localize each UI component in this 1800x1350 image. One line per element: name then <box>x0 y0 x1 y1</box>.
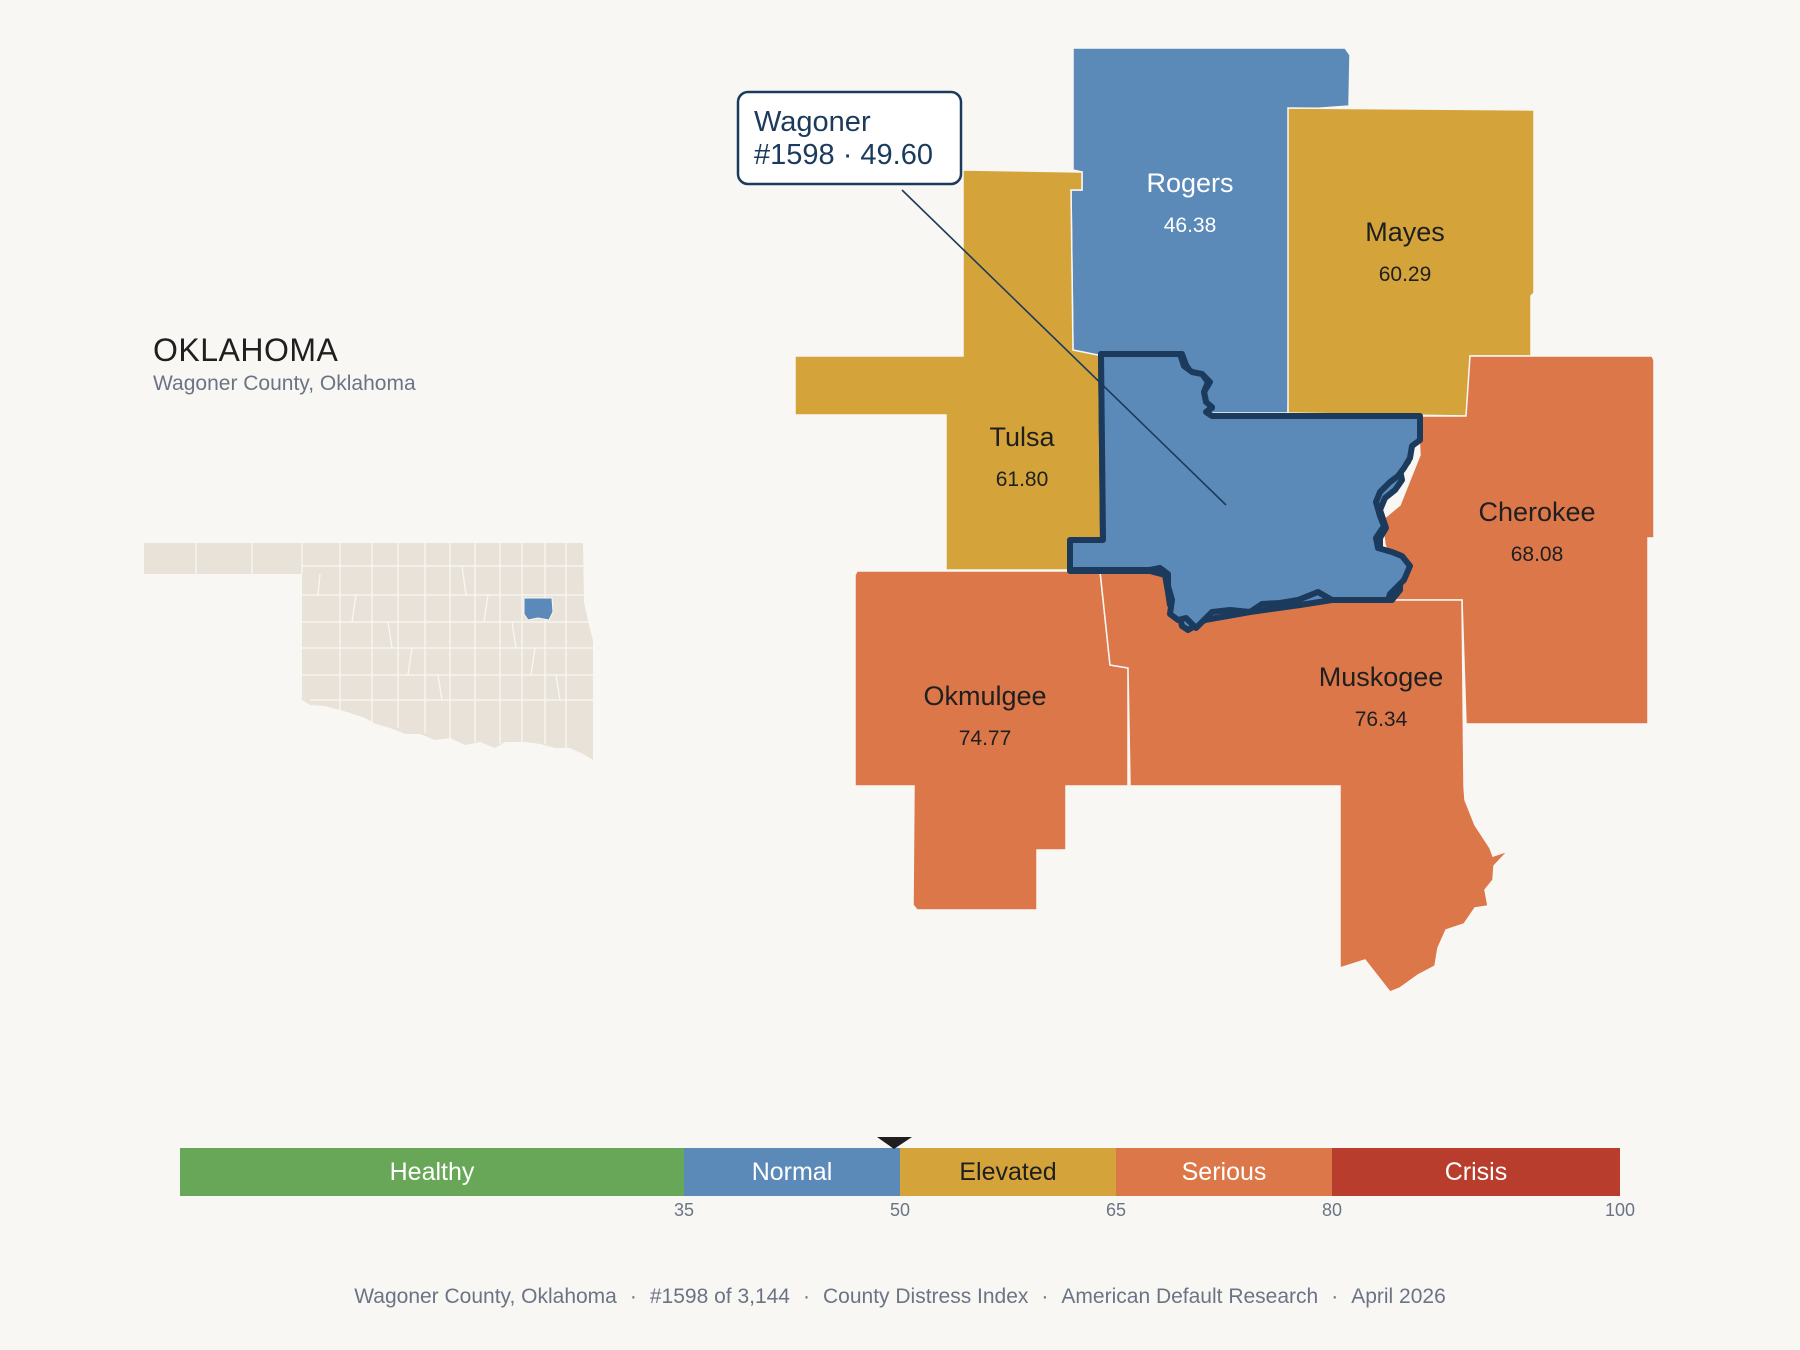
scale-label-normal: Normal <box>752 1158 833 1186</box>
state-title: OKLAHOMA <box>153 332 339 368</box>
wagoner-callout: Wagoner #1598 · 49.60 <box>736 90 963 186</box>
scale-band-crisis <box>1332 1148 1620 1196</box>
wagoner-outline <box>1067 351 1423 631</box>
distress-scale: Healthy Normal Elevated Serious Crisis 3… <box>180 1137 1635 1220</box>
callout-box <box>736 90 963 186</box>
label-okmulgee-value: 74.77 <box>959 727 1012 750</box>
scale-label-crisis: Crisis <box>1445 1158 1508 1186</box>
label-mayes-name: Mayes <box>1365 217 1445 247</box>
footer-rank: #1598 of 3,144 <box>649 1285 790 1308</box>
label-cherokee-value: 68.08 <box>1511 543 1564 566</box>
label-okmulgee-name: Okmulgee <box>923 681 1046 711</box>
county-muskogee[interactable] <box>1099 570 1509 993</box>
label-rogers-value: 46.38 <box>1164 214 1217 237</box>
inset-county-lines <box>195 543 593 748</box>
label-mayes-value: 60.29 <box>1379 263 1432 286</box>
scale-label-healthy: Healthy <box>390 1158 475 1186</box>
label-muskogee-name: Muskogee <box>1319 662 1444 692</box>
scale-band-serious <box>1116 1148 1332 1196</box>
label-rogers-name: Rogers <box>1146 168 1233 198</box>
scale-tick-65: 65 <box>1106 1200 1126 1220</box>
scale-band-normal <box>684 1148 900 1196</box>
scale-tick-35: 35 <box>674 1200 694 1220</box>
scale-label-elevated: Elevated <box>959 1158 1056 1186</box>
scale-marker-icon <box>877 1137 912 1149</box>
oklahoma-inset-map <box>144 543 593 760</box>
callout-rank-score: #1598 · 49.60 <box>754 139 933 171</box>
callout-county-name: Wagoner <box>754 106 871 138</box>
footer-county: Wagoner County, Oklahoma <box>354 1285 617 1308</box>
county-map <box>794 47 1655 993</box>
label-cherokee-name: Cherokee <box>1478 497 1595 527</box>
county-tulsa[interactable] <box>794 169 1104 571</box>
scale-band-healthy <box>180 1148 684 1196</box>
scale-tick-50: 50 <box>890 1200 910 1220</box>
scale-label-serious: Serious <box>1182 1158 1267 1186</box>
footer-date: April 2026 <box>1351 1285 1446 1308</box>
footer-index: County Distress Index <box>823 1285 1029 1308</box>
state-subtitle: Wagoner County, Oklahoma <box>153 372 416 395</box>
oklahoma-state-shape <box>144 543 593 760</box>
scale-band-elevated <box>900 1148 1116 1196</box>
footer-source: American Default Research <box>1061 1285 1319 1308</box>
scale-tick-80: 80 <box>1322 1200 1342 1220</box>
footer-credits: Wagoner County, Oklahoma · #1598 of 3,144 ·… <box>354 1285 1446 1308</box>
label-muskogee-value: 76.34 <box>1355 708 1408 731</box>
inset-wagoner-highlight <box>523 597 554 621</box>
scale-tick-100: 100 <box>1605 1200 1635 1220</box>
callout-leader-line <box>901 189 1227 506</box>
label-tulsa-value: 61.80 <box>996 468 1049 491</box>
county-labels: Rogers 46.38 Mayes 60.29 Tulsa 61.80 Che… <box>923 168 1595 750</box>
label-tulsa-name: Tulsa <box>989 422 1055 452</box>
